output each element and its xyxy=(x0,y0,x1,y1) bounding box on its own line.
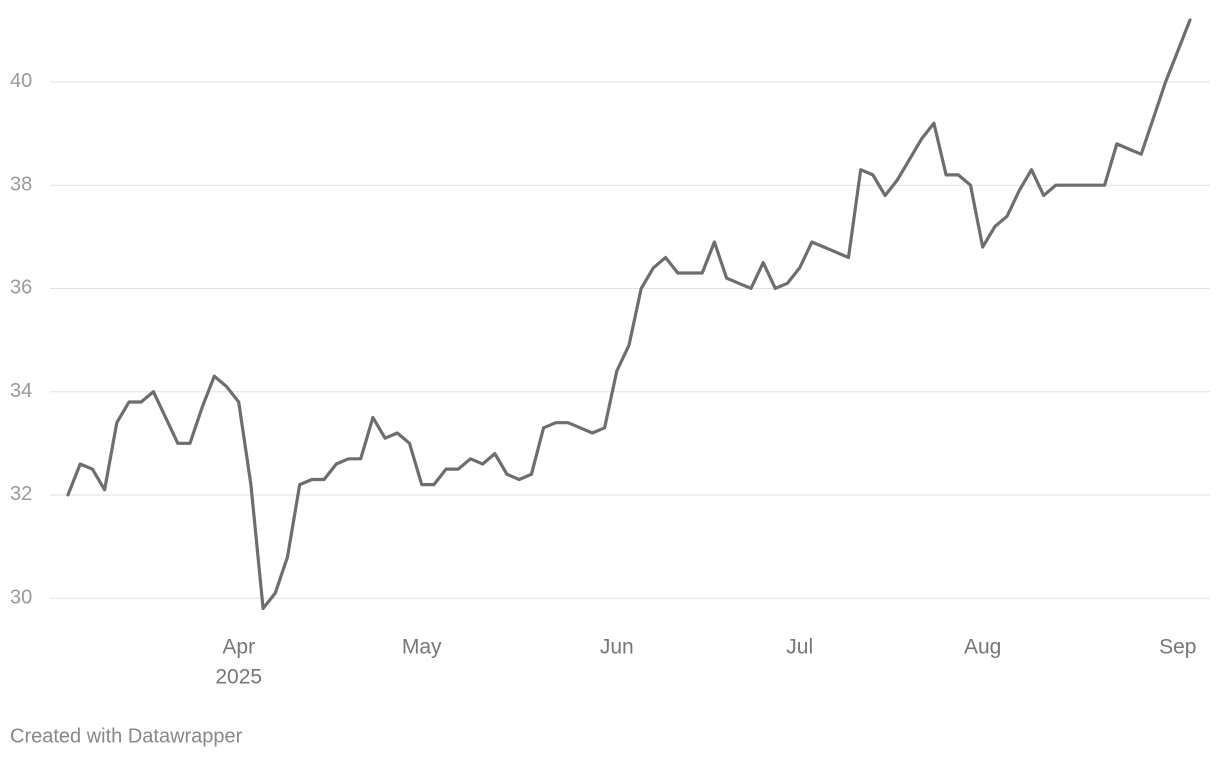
y-tick-label: 40 xyxy=(10,70,32,92)
y-tick-label: 36 xyxy=(10,277,32,299)
x-tick-label: May xyxy=(402,636,442,659)
source-note: Created with Datawrapper xyxy=(10,725,243,747)
data-line xyxy=(66,18,1192,611)
x-tick-label: Sep xyxy=(1159,636,1196,659)
y-tick-label: 32 xyxy=(10,483,32,505)
y-tick-label: 30 xyxy=(10,586,32,608)
x-tick-label: Jun xyxy=(600,636,634,659)
x-tick-label: Jul xyxy=(786,636,813,659)
y-tick-label: 38 xyxy=(10,173,32,195)
y-tick-label: 34 xyxy=(10,380,32,402)
x-tick-label: Aug xyxy=(964,636,1001,659)
x-year-label: 2025 xyxy=(215,666,262,689)
x-tick-label: Apr xyxy=(222,636,255,659)
